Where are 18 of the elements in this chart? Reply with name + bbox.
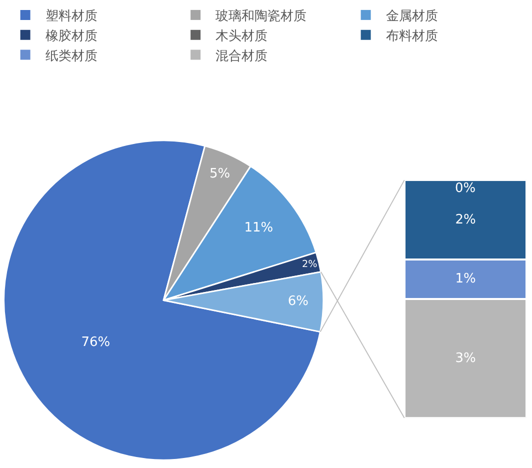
data-label: 6%: [288, 294, 308, 310]
legend-label: 布料材质: [386, 28, 438, 44]
data-label: 5%: [209, 166, 230, 182]
data-label: 2%: [302, 258, 318, 270]
data-label: 0%: [455, 181, 476, 196]
legend-label: 混合材质: [216, 48, 268, 64]
legend-label: 木头材质: [216, 28, 268, 44]
data-label: 1%: [455, 272, 476, 287]
data-label: 11%: [244, 220, 274, 236]
legend-label: 纸类材质: [45, 48, 98, 64]
legend-label: 塑料材质: [45, 8, 98, 24]
legend-label: 金属材质: [386, 9, 438, 24]
pie-slice: [3, 140, 322, 461]
data-label: 3%: [455, 350, 476, 366]
legend-label: 橡胶材质: [45, 28, 98, 44]
legend-label: 玻璃和陶瓷材质: [216, 9, 307, 24]
data-label: 76%: [81, 334, 110, 350]
data-label: 2%: [455, 212, 476, 228]
